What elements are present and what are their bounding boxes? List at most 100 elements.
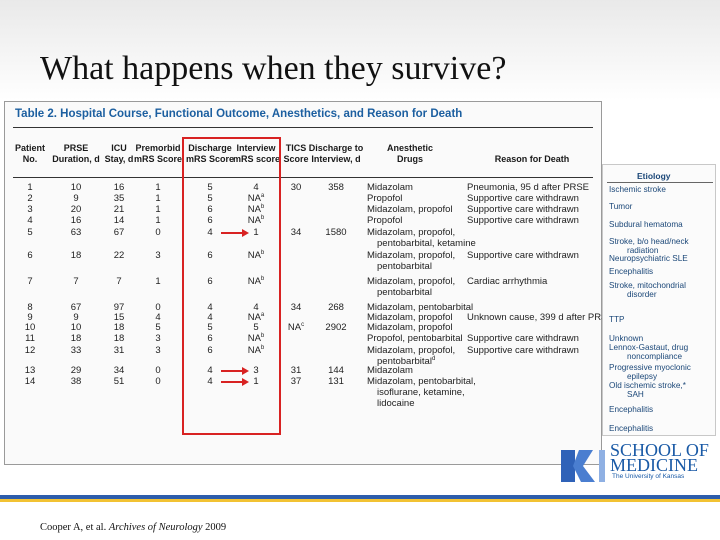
header-reason-for-death: Reason for Death (494, 154, 570, 164)
slide-title: What happens when they survive? (40, 50, 507, 87)
etiology-item: Tumor (609, 202, 633, 211)
cell-prse-duration: 10 (70, 322, 82, 333)
cell-interview-mrs: NAa (247, 311, 265, 323)
cell-interview-mrs: 3 (253, 365, 259, 376)
cell-premorbid-mrs: 1 (155, 204, 161, 215)
cell-premorbid-mrs: 0 (155, 302, 161, 313)
red-arrow-line (221, 381, 243, 383)
cell-premorbid-mrs: 5 (155, 322, 161, 333)
cell-patient: 4 (27, 215, 33, 226)
etiology-item: Subdural hematoma (609, 220, 683, 229)
cell-reason-for-death: Supportive care withdrawn (467, 204, 579, 215)
etiology-item: TTP (609, 315, 625, 324)
cell-icu-stay: 22 (113, 250, 125, 261)
cell-patient: 2 (27, 193, 33, 204)
cell-tics-score: 34 (290, 302, 302, 313)
cell-patient: 6 (27, 250, 33, 261)
cell-icu-stay: 21 (113, 204, 125, 215)
cell-tics-score: 30 (290, 182, 302, 193)
cell-reason-for-death: Cardiac arrhythmia (467, 276, 548, 287)
cell-premorbid-mrs: 3 (155, 345, 161, 356)
cell-premorbid-mrs: 1 (155, 182, 161, 193)
etiology-item: Unknown (609, 334, 644, 343)
logo-school-of: SCHOOL OF (610, 440, 709, 460)
cell-prse-duration: 63 (70, 227, 82, 238)
cell-interview-mrs: 4 (253, 302, 259, 313)
cell-anesthetic-drugs: Midazolam (367, 365, 413, 376)
cell-reason-for-death: Supportive care withdrawn (467, 345, 579, 356)
cell-patient: 9 (27, 312, 33, 323)
cell-discharge-mrs: 6 (207, 204, 213, 215)
cell-reason-for-death: Pneumonia, 95 d after PRSE (467, 182, 589, 193)
table-header-rule (13, 177, 593, 178)
cell-prse-duration: 9 (73, 193, 79, 204)
cell-reason-for-death: Supportive care withdrawn (467, 215, 579, 226)
cell-prse-duration: 18 (70, 333, 82, 344)
etiology-item: Stroke, b/o head/neck radiation (609, 237, 689, 255)
etiology-header: Etiology (637, 171, 671, 181)
cell-anesthetic-drugs: Propofol (367, 193, 403, 204)
footer-bar-gold (0, 499, 720, 502)
cell-icu-stay: 16 (113, 182, 125, 193)
cell-discharge-mrs: 5 (207, 193, 213, 204)
cell-discharge-to-interview: 131 (328, 376, 344, 387)
cell-patient: 14 (24, 376, 36, 387)
etiology-rule (607, 182, 713, 183)
cell-discharge-mrs: 4 (207, 365, 213, 376)
cell-prse-duration: 7 (73, 276, 79, 287)
cell-reason-for-death: Supportive care withdrawn (467, 333, 579, 344)
cell-discharge-mrs: 6 (207, 250, 213, 261)
cell-reason-for-death: Unknown cause, 399 d after PRSE (467, 312, 614, 323)
mrs-highlight-box (182, 137, 281, 435)
cell-anesthetic-drugs: Midazolam, propofol, pentobarbital (367, 250, 456, 272)
logo-medicine: MEDICINE (610, 455, 698, 475)
cell-icu-stay: 97 (113, 302, 125, 313)
cell-icu-stay: 18 (113, 322, 125, 333)
cell-prse-duration: 18 (70, 250, 82, 261)
cell-icu-stay: 31 (113, 345, 125, 356)
header-premorbid: Premorbid mRS Score (133, 143, 183, 164)
etiology-item: Lennox-Gastaut, drug noncompliance (609, 343, 689, 361)
cell-anesthetic-drugs: Midazolam, propofol (367, 204, 453, 215)
cell-premorbid-mrs: 3 (155, 250, 161, 261)
header-anesthetic-drugs: Anesthetic Drugs (386, 143, 433, 164)
cell-discharge-mrs: 4 (207, 376, 213, 387)
cell-prse-duration: 67 (70, 302, 82, 313)
etiology-item: Encephalitis (609, 424, 654, 433)
red-arrow-icon (242, 367, 249, 375)
logo-university: The University of Kansas (612, 473, 685, 480)
cell-interview-mrs: 1 (253, 227, 259, 238)
cell-interview-mrs: NAb (247, 275, 265, 287)
cell-tics-score: 37 (290, 376, 302, 387)
cell-interview-mrs: NAb (247, 203, 265, 215)
ku-logo-icon (561, 450, 605, 482)
cell-interview-mrs: NAb (247, 214, 265, 226)
red-arrow-icon (242, 229, 249, 237)
cell-icu-stay: 67 (113, 227, 125, 238)
cell-premorbid-mrs: 4 (155, 312, 161, 323)
cell-premorbid-mrs: 3 (155, 333, 161, 344)
cell-tics-score: NAc (287, 321, 305, 333)
cell-interview-mrs: NAb (247, 249, 265, 261)
cell-discharge-mrs: 6 (207, 345, 213, 356)
cell-prse-duration: 9 (73, 312, 79, 323)
cell-premorbid-mrs: 0 (155, 227, 161, 238)
cell-discharge-to-interview: 2902 (325, 322, 347, 333)
etiology-item: Encephalitis (609, 267, 654, 276)
header-tics: TICS Score (283, 143, 309, 164)
cell-discharge-to-interview: 1580 (325, 227, 347, 238)
red-arrow-line (221, 370, 243, 372)
table-top-rule (13, 127, 593, 128)
cell-patient: 8 (27, 302, 33, 313)
cell-patient: 11 (25, 333, 35, 344)
header-icu: ICU Stay, d (104, 143, 134, 164)
cell-premorbid-mrs: 1 (155, 215, 161, 226)
header-discharge: Discharge mRS Score (185, 143, 235, 164)
cell-discharge-to-interview: 268 (328, 302, 344, 313)
cell-premorbid-mrs: 1 (155, 276, 161, 287)
red-arrow-icon (242, 378, 249, 386)
etiology-item: Progressive myoclonic epilepsy (609, 363, 691, 381)
cell-prse-duration: 16 (70, 215, 82, 226)
cell-anesthetic-drugs: Midazolam, propofol (367, 322, 453, 333)
header-prse: PRSE Duration, d (52, 143, 100, 164)
